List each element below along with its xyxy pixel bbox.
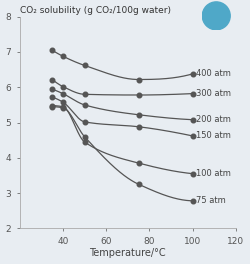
- Point: [50, 77, 54, 82]
- Point: [82, 92, 86, 96]
- Text: CO₂ solubility (g CO₂/100g water): CO₂ solubility (g CO₂/100g water): [20, 6, 171, 15]
- Point: [50, 87, 54, 91]
- Text: 6: 6: [212, 11, 220, 21]
- Point: [136, 182, 140, 186]
- Text: 150 atm: 150 atm: [196, 131, 231, 140]
- X-axis label: Temperature/°C: Temperature/°C: [90, 248, 166, 258]
- Point: [61, 105, 65, 109]
- Point: [136, 125, 140, 129]
- Point: [50, 105, 54, 109]
- Point: [136, 77, 140, 82]
- Point: [136, 161, 140, 165]
- Point: [191, 72, 195, 76]
- Point: [61, 106, 65, 110]
- Point: [50, 103, 54, 108]
- Point: [191, 134, 195, 138]
- Point: [136, 113, 140, 117]
- Text: 100 atm: 100 atm: [196, 169, 231, 178]
- Text: 75 atm: 75 atm: [196, 196, 226, 205]
- Point: [82, 135, 86, 139]
- Circle shape: [202, 2, 230, 30]
- Point: [191, 199, 195, 203]
- Point: [82, 120, 86, 124]
- Text: 400 atm: 400 atm: [196, 69, 231, 78]
- Point: [136, 93, 140, 97]
- Point: [191, 92, 195, 96]
- Point: [50, 95, 54, 99]
- Point: [61, 84, 65, 89]
- Point: [82, 103, 86, 107]
- Point: [61, 92, 65, 96]
- Text: 200 atm: 200 atm: [196, 115, 231, 124]
- Point: [82, 63, 86, 68]
- Point: [50, 48, 54, 52]
- Point: [61, 54, 65, 58]
- Point: [82, 140, 86, 144]
- Point: [191, 172, 195, 176]
- Text: 300 atm: 300 atm: [196, 89, 231, 98]
- Point: [61, 100, 65, 104]
- Point: [191, 117, 195, 122]
